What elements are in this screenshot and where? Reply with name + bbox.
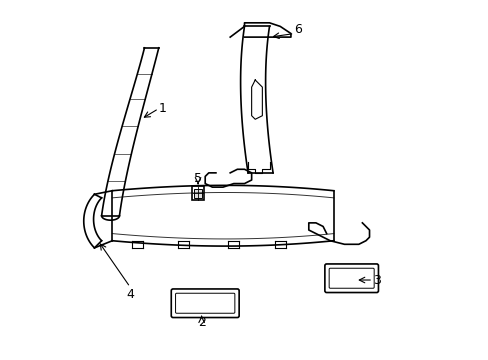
FancyBboxPatch shape: [194, 189, 202, 198]
Text: 5: 5: [194, 172, 202, 185]
FancyBboxPatch shape: [175, 293, 234, 313]
Text: 3: 3: [372, 274, 380, 287]
Text: 2: 2: [197, 316, 205, 329]
Text: 6: 6: [294, 23, 302, 36]
FancyBboxPatch shape: [171, 289, 239, 318]
FancyBboxPatch shape: [328, 268, 373, 288]
Text: 4: 4: [126, 288, 134, 301]
Text: 1: 1: [158, 102, 166, 115]
FancyBboxPatch shape: [324, 264, 378, 293]
FancyBboxPatch shape: [192, 186, 203, 201]
